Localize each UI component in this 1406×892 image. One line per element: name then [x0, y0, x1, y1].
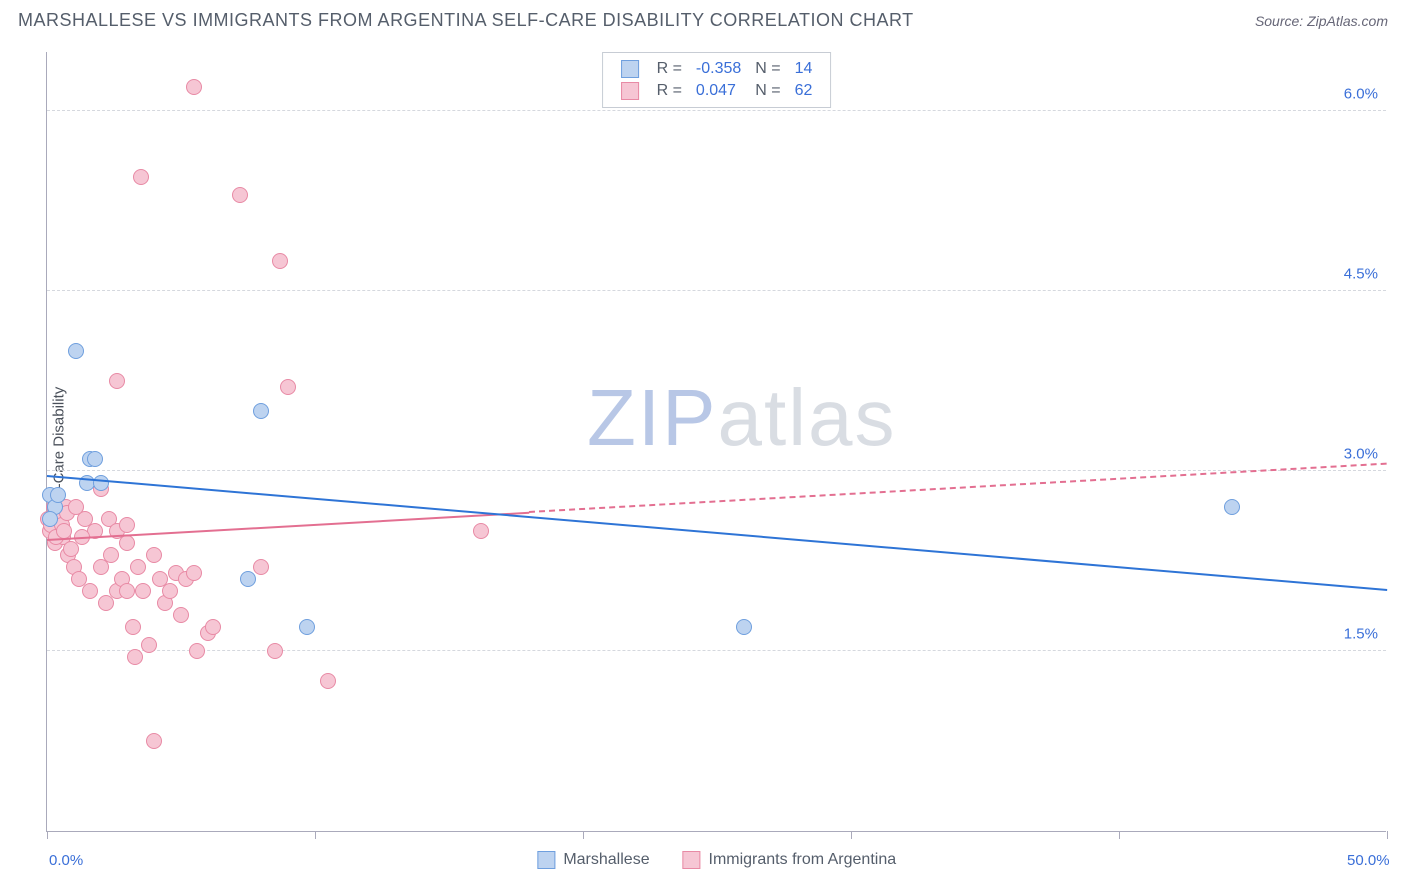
swatch-marshallese: [537, 851, 555, 869]
n-label: N =: [749, 81, 786, 101]
data-point-argentina: [253, 559, 269, 575]
data-point-argentina: [127, 649, 143, 665]
data-point-marshallese: [68, 343, 84, 359]
data-point-argentina: [135, 583, 151, 599]
data-point-argentina: [473, 523, 489, 539]
data-point-argentina: [146, 733, 162, 749]
y-tick-label: 6.0%: [1344, 86, 1378, 103]
data-point-argentina: [119, 535, 135, 551]
r-label: R =: [651, 59, 688, 79]
chart-title: MARSHALLESE VS IMMIGRANTS FROM ARGENTINA…: [18, 10, 914, 31]
data-point-argentina: [133, 169, 149, 185]
data-point-marshallese: [1224, 499, 1240, 515]
data-point-argentina: [205, 619, 221, 635]
data-point-argentina: [267, 643, 283, 659]
data-point-argentina: [109, 373, 125, 389]
watermark-i: I: [638, 373, 662, 462]
data-point-marshallese: [93, 475, 109, 491]
data-point-argentina: [56, 523, 72, 539]
data-point-argentina: [280, 379, 296, 395]
x-tick-mark: [47, 831, 48, 839]
watermark-p: P: [662, 373, 717, 462]
title-bar: MARSHALLESE VS IMMIGRANTS FROM ARGENTINA…: [0, 0, 1406, 37]
gridline: [47, 470, 1386, 471]
watermark-rest: atlas: [717, 373, 896, 462]
swatch-argentina: [621, 82, 639, 100]
data-point-argentina: [146, 547, 162, 563]
n-label: N =: [749, 59, 786, 79]
data-point-argentina: [82, 583, 98, 599]
r-value-argentina: 0.047: [690, 81, 747, 101]
legend-series: Marshallese Immigrants from Argentina: [523, 851, 910, 869]
data-point-argentina: [68, 499, 84, 515]
data-point-argentina: [141, 637, 157, 653]
legend-label-argentina: Immigrants from Argentina: [709, 851, 897, 868]
legend-label-marshallese: Marshallese: [563, 851, 649, 868]
source-value: ZipAtlas.com: [1307, 13, 1388, 29]
legend-item-argentina: Immigrants from Argentina: [682, 851, 896, 868]
x-tick-mark: [1119, 831, 1120, 839]
gridline: [47, 290, 1386, 291]
data-point-argentina: [320, 673, 336, 689]
data-point-marshallese: [736, 619, 752, 635]
data-point-argentina: [189, 643, 205, 659]
data-point-marshallese: [87, 451, 103, 467]
data-point-argentina: [173, 607, 189, 623]
x-tick-mark: [315, 831, 316, 839]
data-point-marshallese: [42, 511, 58, 527]
gridline: [47, 650, 1386, 651]
swatch-argentina: [682, 851, 700, 869]
n-value-marshallese: 14: [789, 59, 819, 79]
data-point-marshallese: [50, 487, 66, 503]
plot-area: Self-Care Disability ZIPatlas R = -0.358…: [46, 52, 1386, 832]
x-tick-mark: [583, 831, 584, 839]
source-label: Source:: [1255, 13, 1303, 29]
legend-row-marshallese: R = -0.358 N = 14: [615, 59, 819, 79]
watermark: ZIPatlas: [587, 372, 896, 464]
data-point-argentina: [232, 187, 248, 203]
legend-stats: R = -0.358 N = 14 R = 0.047 N = 62: [602, 52, 832, 108]
data-point-argentina: [119, 583, 135, 599]
data-point-argentina: [125, 619, 141, 635]
x-tick-mark: [851, 831, 852, 839]
r-label: R =: [651, 81, 688, 101]
data-point-marshallese: [253, 403, 269, 419]
data-point-argentina: [186, 565, 202, 581]
y-tick-label: 3.0%: [1344, 446, 1378, 463]
r-value-marshallese: -0.358: [690, 59, 747, 79]
data-point-argentina: [272, 253, 288, 269]
source-citation: Source: ZipAtlas.com: [1255, 13, 1388, 29]
legend-item-marshallese: Marshallese: [537, 851, 654, 868]
data-point-marshallese: [240, 571, 256, 587]
x-tick-label: 0.0%: [49, 852, 83, 869]
n-value-argentina: 62: [789, 81, 819, 101]
data-point-argentina: [119, 517, 135, 533]
gridline: [47, 110, 1386, 111]
data-point-argentina: [103, 547, 119, 563]
data-point-argentina: [186, 79, 202, 95]
y-tick-label: 1.5%: [1344, 626, 1378, 643]
data-point-argentina: [162, 583, 178, 599]
swatch-marshallese: [621, 60, 639, 78]
x-tick-label: 50.0%: [1347, 852, 1390, 869]
legend-row-argentina: R = 0.047 N = 62: [615, 81, 819, 101]
watermark-z: Z: [587, 373, 638, 462]
data-point-marshallese: [299, 619, 315, 635]
data-point-argentina: [130, 559, 146, 575]
x-tick-mark: [1387, 831, 1388, 839]
y-tick-label: 4.5%: [1344, 266, 1378, 283]
